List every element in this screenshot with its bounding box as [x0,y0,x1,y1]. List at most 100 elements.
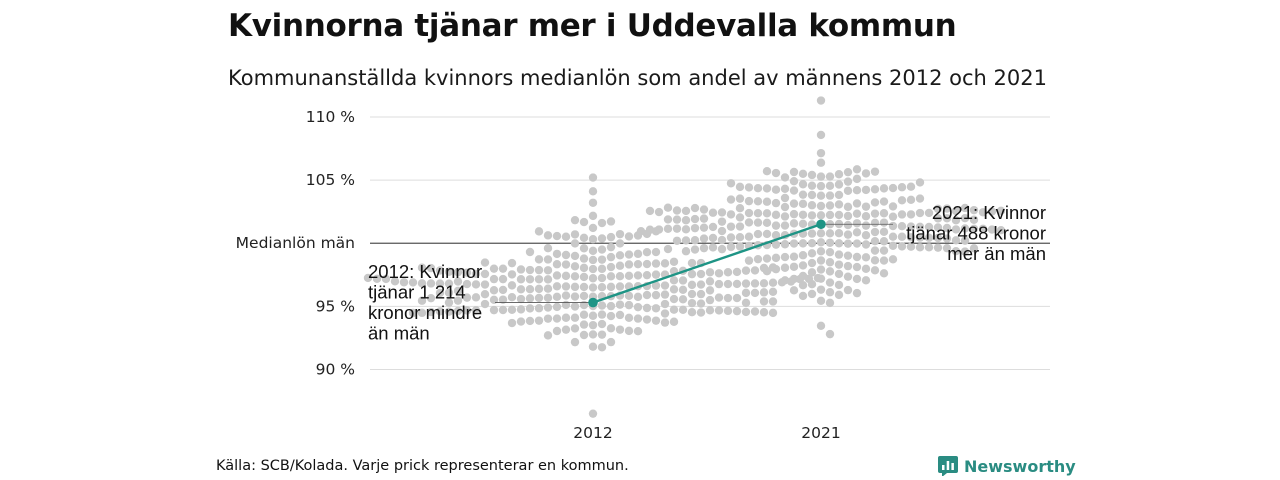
data-point [816,130,826,140]
data-point [870,185,880,194]
data-point [978,208,988,217]
data-point [816,321,826,330]
data-point [771,185,781,194]
data-point [588,320,598,330]
data-point [417,308,427,318]
data-point [471,306,481,315]
data-point [861,231,871,240]
data-point [699,234,709,243]
data-point [570,251,580,261]
data-point [570,292,580,301]
newsworthy-logo-icon [938,456,958,476]
data-point [651,281,661,290]
data-point [798,291,808,301]
data-point [597,310,607,319]
data-point [681,236,691,245]
annotation-2012: 2012: Kvinnor tjänar 1 214 kronor mindre än… [368,261,482,344]
data-point [762,229,772,239]
chart-subtitle: Kommunanställda kvinnors medianlön som a… [228,66,1047,90]
data-point [852,252,862,262]
data-point [753,254,763,264]
data-point [825,298,835,308]
data-point [642,270,652,280]
data-point [561,250,571,260]
data-point [663,244,673,254]
data-point [696,308,706,317]
data-point [852,274,862,284]
data-point [798,210,808,219]
data-point [753,218,763,227]
data-point [435,288,445,298]
data-point [462,306,472,315]
y-tick-label: 95 % [316,297,355,315]
data-point [735,242,745,251]
data-point [906,222,916,231]
data-point [615,239,625,248]
data-point [579,272,589,282]
data-point [834,170,844,179]
data-point [816,211,826,220]
data-point [771,231,781,240]
data-point [399,278,409,287]
data-point [615,282,625,291]
data-point [825,267,835,276]
data-point [597,218,607,228]
data-point [444,279,454,288]
data-point [597,255,607,264]
data-point [789,209,799,219]
brand-logo[interactable]: Newsworthy [938,456,1076,476]
data-point [606,324,616,333]
data-point [561,325,571,334]
data-point [552,314,562,323]
data-point [915,233,925,242]
data-point [597,234,607,243]
data-point [861,240,871,249]
data-point [696,269,706,279]
data-point [843,230,853,239]
data-point [798,251,808,260]
data-point [879,269,889,278]
data-point [633,249,643,259]
data-point [861,276,871,285]
annotation-line: mer än män [947,243,1046,264]
data-point [606,272,616,281]
data-point [597,319,607,329]
annotation-line: 2021: Kvinnor [932,202,1046,223]
data-point [705,306,715,315]
data-point [861,264,871,274]
data-point [816,201,826,211]
data-point [408,308,418,318]
data-point [834,290,844,300]
data-point [669,285,679,294]
data-point [708,208,718,217]
data-point [516,317,526,326]
data-point [588,198,598,207]
data-point [768,287,778,296]
data-point [906,182,916,191]
data-point [897,210,907,219]
data-point [789,219,799,228]
data-point [453,286,463,296]
data-point [744,256,754,265]
data-point [825,258,835,267]
data-point [744,218,754,227]
data-point [915,222,925,232]
data-point [723,268,733,277]
data-point [843,251,853,260]
data-point [735,182,745,192]
data-point [597,245,607,254]
data-point [498,274,508,284]
data-point [753,208,763,218]
data-point [741,279,751,288]
data-point [579,330,589,340]
data-point [933,233,943,243]
data-point [516,285,526,294]
data-point [762,197,772,206]
data-point [843,177,853,186]
data-point [681,206,691,216]
source-note: Källa: SCB/Kolada. Varje prick represent… [216,458,629,474]
data-point [759,288,769,297]
data-point [363,273,373,283]
data-point [816,247,826,256]
y-tick-label: 110 % [306,108,355,126]
